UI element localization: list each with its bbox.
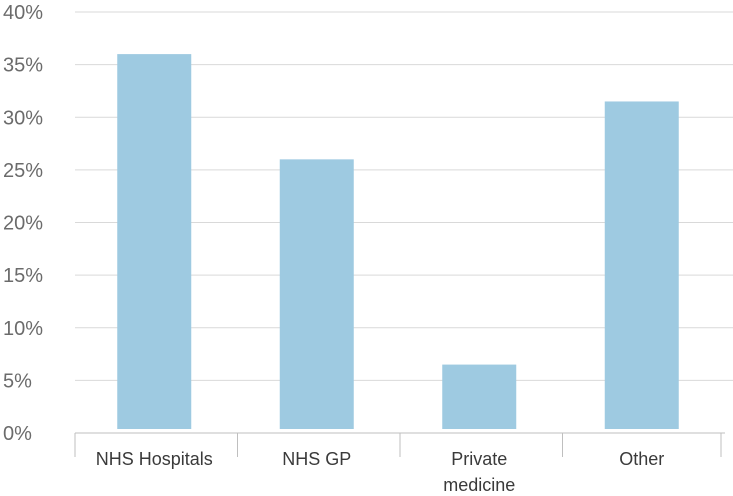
x-category-label: Other: [619, 449, 664, 469]
y-tick-label: 20%: [3, 213, 43, 235]
x-axis-category-labels: NHS Hospitals NHS GP Private medicine Other: [96, 449, 665, 495]
bars: [117, 54, 679, 430]
y-tick-label: 10%: [3, 318, 43, 340]
x-category-label-line: Other: [619, 449, 664, 469]
x-category-label: NHS GP: [282, 449, 351, 469]
y-tick-label: 0%: [3, 423, 32, 445]
y-tick-label: 25%: [3, 160, 43, 182]
y-tick-label: 5%: [3, 370, 32, 392]
x-category-label-line: Private: [451, 449, 507, 469]
y-tick-label: 30%: [3, 107, 43, 129]
x-category-label-line: NHS Hospitals: [96, 449, 213, 469]
y-axis-tick-labels: 0% 5% 10% 15% 20% 25% 30% 35% 40%: [3, 2, 43, 445]
y-tick-label: 35%: [3, 55, 43, 77]
x-category-label: NHS Hospitals: [96, 449, 213, 469]
x-category-label-line: NHS GP: [282, 449, 351, 469]
x-category-label-line: medicine: [443, 475, 515, 495]
bar: [442, 364, 517, 429]
bar: [604, 101, 679, 430]
bar: [117, 54, 192, 429]
bar: [279, 159, 354, 429]
y-tick-label: 15%: [3, 265, 43, 287]
x-category-label: Private medicine: [443, 449, 515, 495]
x-axis: [74, 432, 725, 457]
y-tick-label: 40%: [3, 2, 43, 24]
